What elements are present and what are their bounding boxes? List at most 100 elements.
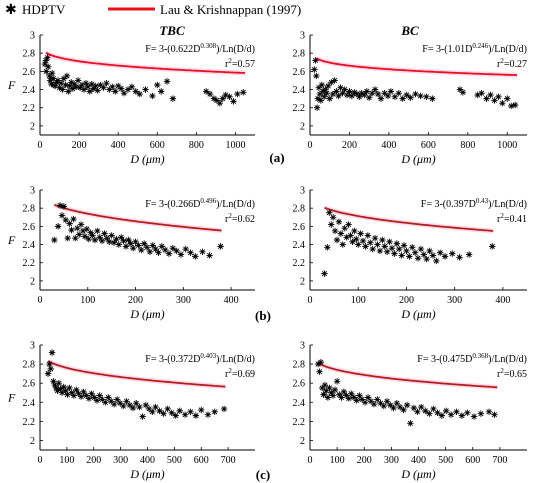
- data-point: [187, 249, 194, 256]
- x-tick-label: 1000: [497, 140, 517, 151]
- r-squared: r2=0.62: [225, 212, 255, 225]
- y-tick-label: 3: [30, 341, 35, 352]
- data-point: [64, 391, 71, 398]
- data-point: [42, 57, 50, 64]
- fit-band: [44, 50, 246, 76]
- y-tick-label: 2: [300, 121, 305, 132]
- data-point: [106, 238, 113, 246]
- chart-panel-2: 2 2.2 2.4 2.6 2.8 3 0 200 400 600 800 1000 D (μm) F= …: [293, 31, 527, 166]
- x-axis-label: D (μm): [129, 467, 164, 481]
- x-tick-label: 0: [38, 455, 43, 466]
- data-point: [351, 89, 358, 96]
- x-tick-label: 400: [111, 140, 126, 151]
- data-point: [181, 411, 189, 418]
- data-point: [96, 234, 103, 241]
- data-point: [115, 241, 123, 248]
- data-point: [96, 392, 103, 399]
- y-tick-label: 3: [30, 186, 35, 197]
- data-point: [206, 90, 214, 98]
- data-point: [464, 409, 471, 416]
- data-point: [59, 86, 66, 93]
- data-point: [43, 68, 50, 75]
- data-point: [57, 79, 65, 87]
- data-point: [508, 102, 515, 110]
- x-tick-label: 500: [167, 455, 182, 466]
- r-squared: r2=0.57: [225, 57, 255, 70]
- data-point: [210, 95, 218, 102]
- y-tick-label: 2.6: [23, 222, 36, 233]
- data-point: [72, 234, 79, 242]
- y-tick-label: 2.8: [23, 49, 36, 60]
- data-point: [393, 400, 400, 407]
- data-point: [68, 226, 75, 234]
- data-point: [388, 244, 396, 252]
- data-point: [99, 396, 106, 403]
- data-point: [321, 270, 328, 277]
- data-point: [335, 218, 343, 226]
- data-point: [46, 72, 53, 80]
- data-point: [187, 408, 194, 416]
- x-tick-label: 400: [411, 455, 426, 466]
- y-tick-label: 2: [30, 436, 35, 447]
- data-point: [91, 236, 99, 244]
- x-tick-label: 800: [460, 140, 475, 151]
- data-point: [437, 249, 444, 256]
- data-point: [314, 360, 322, 368]
- data-point: [380, 402, 387, 410]
- data-point: [60, 75, 68, 82]
- data-point: [336, 391, 343, 398]
- data-point: [65, 88, 72, 95]
- data-point: [93, 397, 101, 404]
- data-point: [149, 92, 156, 100]
- data-point: [90, 85, 97, 92]
- x-tick-label: 100: [80, 295, 95, 306]
- data-point: [77, 221, 85, 228]
- data-point: [234, 90, 241, 98]
- chart-panel-3: 2 2.2 2.4 2.6 2.8 3 0 100 200 300 400 F D (μm) F= 3-(…: [7, 186, 255, 321]
- data-point: [406, 253, 413, 260]
- y-tick-label: 2.4: [23, 85, 36, 96]
- data-point: [89, 232, 96, 239]
- data-point: [313, 104, 321, 111]
- data-point: [383, 248, 391, 256]
- data-point: [71, 80, 78, 88]
- data-point: [62, 387, 69, 395]
- data-point: [343, 234, 350, 241]
- data-point: [211, 408, 218, 416]
- data-point: [74, 224, 81, 232]
- data-point: [152, 245, 159, 253]
- data-point: [51, 381, 58, 389]
- data-point: [46, 77, 54, 84]
- fit-band: [316, 360, 498, 390]
- data-point: [132, 238, 139, 246]
- data-point: [361, 91, 368, 99]
- data-point: [46, 360, 53, 368]
- chart-panel-1: 2 2.2 2.4 2.6 2.8 3 0 200 400 600 800 1000 F D (μm) F=…: [7, 31, 255, 166]
- data-point: [459, 89, 467, 96]
- x-tick-label: 200: [86, 455, 101, 466]
- fit-equation: F= 3-(0.622D0.308)/Ln(D/d): [145, 42, 255, 55]
- data-point: [381, 243, 388, 250]
- data-point: [483, 95, 490, 102]
- data-point: [345, 221, 352, 228]
- data-point: [495, 93, 502, 101]
- data-point: [491, 97, 498, 104]
- y-tick-label: 2.6: [23, 67, 36, 78]
- data-point: [434, 409, 441, 416]
- data-point: [422, 407, 429, 415]
- data-point: [94, 227, 101, 235]
- data-point: [320, 391, 327, 398]
- data-point: [108, 398, 115, 405]
- data-point: [165, 250, 173, 257]
- data-point: [356, 93, 363, 101]
- chart-panel-5: 2 2.2 2.4 2.6 2.8 3 0 100 200 300 400 500 600 700 F D (…: [7, 341, 255, 481]
- fit-band: [323, 205, 494, 234]
- r-squared: r2=0.27: [497, 57, 527, 70]
- x-tick-label: 300: [176, 295, 191, 306]
- data-point: [465, 251, 473, 258]
- data-point: [337, 230, 345, 237]
- x-tick-label: 400: [381, 140, 396, 151]
- data-point: [85, 235, 92, 243]
- data-point: [337, 84, 344, 91]
